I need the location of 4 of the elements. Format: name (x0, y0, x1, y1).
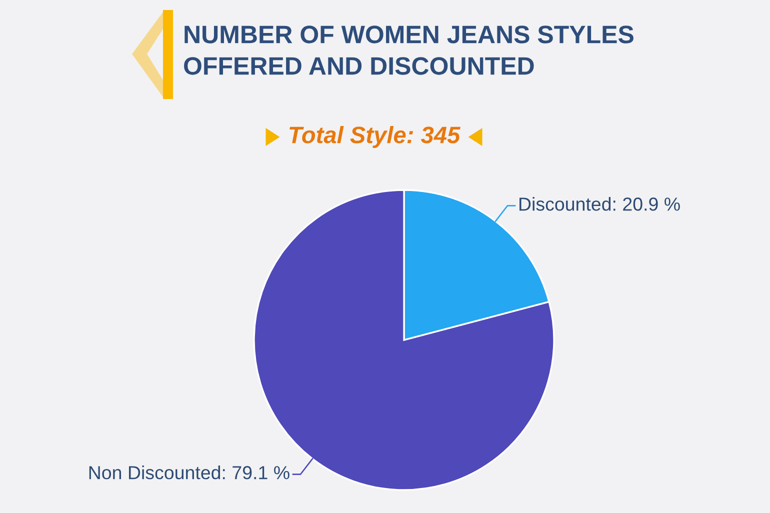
slice-label: Non Discounted: 79.1 % (89, 466, 290, 480)
chart-title: NUMBER OF WOMEN JEANS STYLES OFFERED AND DISCOUNTED (184, 26, 634, 75)
chart-subtitle: Total Style: 345 (290, 126, 460, 148)
slice-label: Discounted: 20.9 % (520, 197, 680, 211)
